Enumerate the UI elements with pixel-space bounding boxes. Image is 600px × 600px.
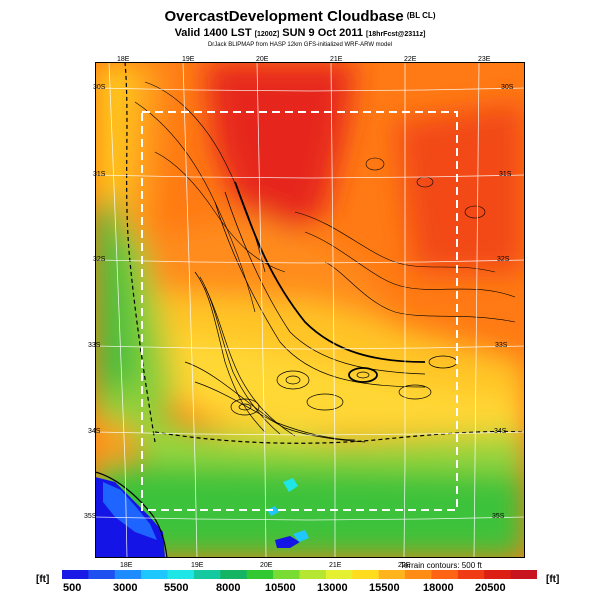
lon-top-label: 21E [330, 56, 343, 63]
legend-unit-right: [ft] [546, 574, 560, 585]
lat-left-label: 35S [84, 513, 97, 520]
color-scale-swatch [325, 570, 353, 579]
color-scale-bar [62, 570, 537, 579]
color-scale-swatch [457, 570, 485, 579]
map-title: OvercastDevelopment Cloudbase (BL CL) [164, 8, 436, 25]
lon-bottom-label: 19E [191, 562, 204, 569]
lon-top-label: 20E [256, 56, 269, 63]
lat-left-label: 30S [93, 84, 106, 91]
color-scale-swatch [484, 570, 512, 579]
lat-left-label: 33S [88, 342, 101, 349]
legend-tick: 3000 [113, 582, 138, 594]
lat-left-label: 31S [93, 171, 106, 178]
lon-top-label: 18E [117, 56, 130, 63]
lat-right-label: 31S [499, 171, 512, 178]
lon-bottom-label: 18E [120, 562, 133, 569]
legend-tick: 18000 [423, 582, 454, 594]
cloudbase-field [95, 62, 525, 558]
terrain-contours-note: Terrain contours: 500 ft [400, 561, 482, 570]
lat-right-label: 35S [492, 513, 505, 520]
lat-left-label: 34S [88, 428, 101, 435]
lon-bottom-label: 22E [398, 562, 411, 569]
model-line: DrJack BLIPMAP from HASP 12km GFS-initia… [207, 42, 393, 48]
color-scale-swatch [167, 570, 195, 579]
lon-top-label: 22E [404, 56, 417, 63]
color-scale-swatch [246, 570, 274, 579]
legend-tick: 500 [63, 582, 82, 594]
color-scale-swatch [193, 570, 221, 579]
color-scale-swatch [62, 570, 89, 579]
legend-tick: 13000 [317, 582, 348, 594]
lat-right-label: 32S [497, 256, 510, 263]
lat-left-label: 32S [93, 256, 106, 263]
lat-right-label: 34S [494, 428, 507, 435]
legend-tick: 5500 [164, 582, 189, 594]
color-scale-swatch [378, 570, 406, 579]
color-scale-swatch [405, 570, 432, 579]
lon-top-label: 19E [182, 56, 195, 63]
terrain-contours [95, 62, 525, 558]
lat-right-label: 30S [501, 84, 514, 91]
color-scale-swatch [299, 570, 327, 579]
legend-tick: 15500 [369, 582, 400, 594]
legend-tick: 10500 [265, 582, 296, 594]
color-scale-swatch [220, 570, 248, 579]
lat-right-label: 33S [495, 342, 508, 349]
lon-top-label: 23E [478, 56, 491, 63]
color-scale-swatch [431, 570, 459, 579]
color-scale-swatch [141, 570, 169, 579]
legend-tick: 8000 [216, 582, 241, 594]
lon-bottom-label: 21E [329, 562, 342, 569]
color-scale-swatch [510, 570, 537, 579]
lon-bottom-label: 20E [260, 562, 273, 569]
valid-time-line: Valid 1400 LST [1200Z] SUN 9 Oct 2011 [1… [174, 27, 426, 39]
color-scale-swatch [114, 570, 142, 579]
lat-lon-grid [95, 62, 525, 558]
color-scale-swatch [273, 570, 300, 579]
legend-tick: 20500 [475, 582, 506, 594]
legend-unit-left: [ft] [36, 574, 50, 585]
color-scale-swatch [88, 570, 116, 579]
domain-boundary [141, 111, 458, 511]
cloudbase-map [95, 62, 525, 558]
color-scale-swatch [352, 570, 380, 579]
